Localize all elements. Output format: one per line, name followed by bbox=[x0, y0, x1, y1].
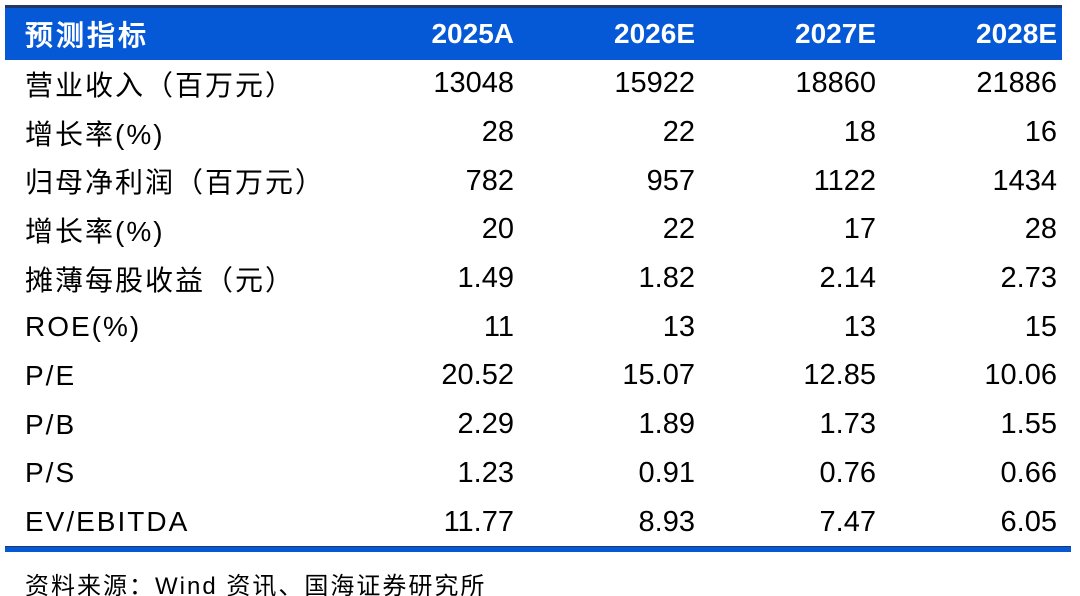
cell-value: 1.55 bbox=[1000, 408, 1057, 441]
cell-value: 21886 bbox=[976, 67, 1057, 100]
cell-value: 15922 bbox=[614, 67, 695, 100]
cell-value: 15 bbox=[1024, 310, 1057, 343]
cell-value: 22 bbox=[662, 116, 695, 149]
cell-value: 15.07 bbox=[622, 359, 695, 392]
row-label: P/E bbox=[25, 359, 77, 391]
cell-value: 20 bbox=[481, 213, 514, 246]
cell-value: 13048 bbox=[433, 67, 514, 100]
cell-value: 18860 bbox=[795, 67, 876, 100]
cell-value: 957 bbox=[646, 164, 695, 197]
cell-value: 1.82 bbox=[638, 262, 695, 295]
cell-value: 2.14 bbox=[819, 262, 876, 295]
cell-value: 7.47 bbox=[819, 505, 876, 538]
table-row: 增长率(%) 20 22 17 28 bbox=[5, 206, 1062, 255]
forecast-table: 预测指标 2025A 2026E 2027E 2028E 营业收入（百万元） 1… bbox=[5, 5, 1062, 546]
row-label: P/B bbox=[25, 408, 77, 440]
table-row: P/B 2.29 1.89 1.73 1.55 bbox=[5, 400, 1062, 449]
forecast-table-container: 预测指标 2025A 2026E 2027E 2028E 营业收入（百万元） 1… bbox=[5, 5, 1071, 596]
table-row: 摊薄每股收益（元） 1.49 1.82 2.14 2.73 bbox=[5, 254, 1062, 303]
cell-value: 6.05 bbox=[1000, 505, 1057, 538]
header-row: 预测指标 2025A 2026E 2027E 2028E bbox=[5, 5, 1062, 60]
cell-value: 11.77 bbox=[443, 505, 514, 538]
table-row: 增长率(%) 28 22 18 16 bbox=[5, 108, 1062, 157]
cell-value: 1122 bbox=[813, 164, 876, 197]
row-label: 增长率(%) bbox=[25, 215, 165, 247]
cell-value: 18 bbox=[843, 116, 876, 149]
cell-value: 0.76 bbox=[819, 456, 876, 489]
cell-value: 1.49 bbox=[457, 262, 514, 295]
cell-value: 2.73 bbox=[1000, 262, 1057, 295]
cell-value: 16 bbox=[1024, 116, 1057, 149]
cell-value: 0.91 bbox=[638, 456, 695, 489]
source-note: 资料来源：Wind 资讯、国海证券研究所 bbox=[25, 573, 487, 596]
row-label: P/S bbox=[25, 457, 77, 489]
column-header-2027e: 2027E bbox=[700, 5, 881, 60]
table-row: EV/EBITDA 11.77 8.93 7.47 6.05 bbox=[5, 498, 1062, 547]
row-label: ROE(%) bbox=[25, 311, 142, 343]
cell-value: 12.85 bbox=[803, 359, 876, 392]
table-body: 营业收入（百万元） 13048 15922 18860 21886 增长率(%)… bbox=[5, 60, 1062, 547]
table-row: P/E 20.52 15.07 12.85 10.06 bbox=[5, 352, 1062, 401]
cell-value: 0.66 bbox=[1000, 456, 1057, 489]
row-label: 摊薄每股收益（元） bbox=[25, 264, 296, 296]
table-row: 归母净利润（百万元） 782 957 1122 1434 bbox=[5, 157, 1062, 206]
column-header-2026e: 2026E bbox=[519, 5, 700, 60]
cell-value: 20.52 bbox=[441, 359, 514, 392]
cell-value: 1.89 bbox=[638, 408, 695, 441]
cell-value: 1.23 bbox=[457, 456, 514, 489]
cell-value: 28 bbox=[481, 116, 514, 149]
cell-value: 17 bbox=[843, 213, 876, 246]
cell-value: 13 bbox=[843, 310, 876, 343]
column-header-2028e: 2028E bbox=[881, 5, 1062, 60]
column-header-indicator: 预测指标 bbox=[5, 5, 338, 60]
row-label: 营业收入（百万元） bbox=[25, 69, 296, 101]
cell-value: 28 bbox=[1024, 213, 1057, 246]
table-header: 预测指标 2025A 2026E 2027E 2028E bbox=[5, 5, 1062, 60]
table-row: 营业收入（百万元） 13048 15922 18860 21886 bbox=[5, 60, 1062, 109]
cell-value: 10.06 bbox=[984, 359, 1057, 392]
cell-value: 8.93 bbox=[638, 505, 695, 538]
cell-value: 782 bbox=[465, 164, 514, 197]
row-label: 归母净利润（百万元） bbox=[25, 167, 326, 199]
cell-value: 1.73 bbox=[819, 408, 876, 441]
table-row: P/S 1.23 0.91 0.76 0.66 bbox=[5, 449, 1062, 498]
cell-value: 1434 bbox=[992, 164, 1057, 197]
table-bottom-rule bbox=[5, 546, 1071, 553]
cell-value: 2.29 bbox=[457, 408, 514, 441]
cell-value: 22 bbox=[662, 213, 695, 246]
column-header-2025a: 2025A bbox=[338, 5, 519, 60]
cell-value: 11 bbox=[483, 310, 514, 343]
cell-value: 13 bbox=[662, 310, 695, 343]
row-label: EV/EBITDA bbox=[25, 506, 190, 538]
row-label: 增长率(%) bbox=[25, 118, 165, 150]
table-row: ROE(%) 11 13 13 15 bbox=[5, 303, 1062, 352]
